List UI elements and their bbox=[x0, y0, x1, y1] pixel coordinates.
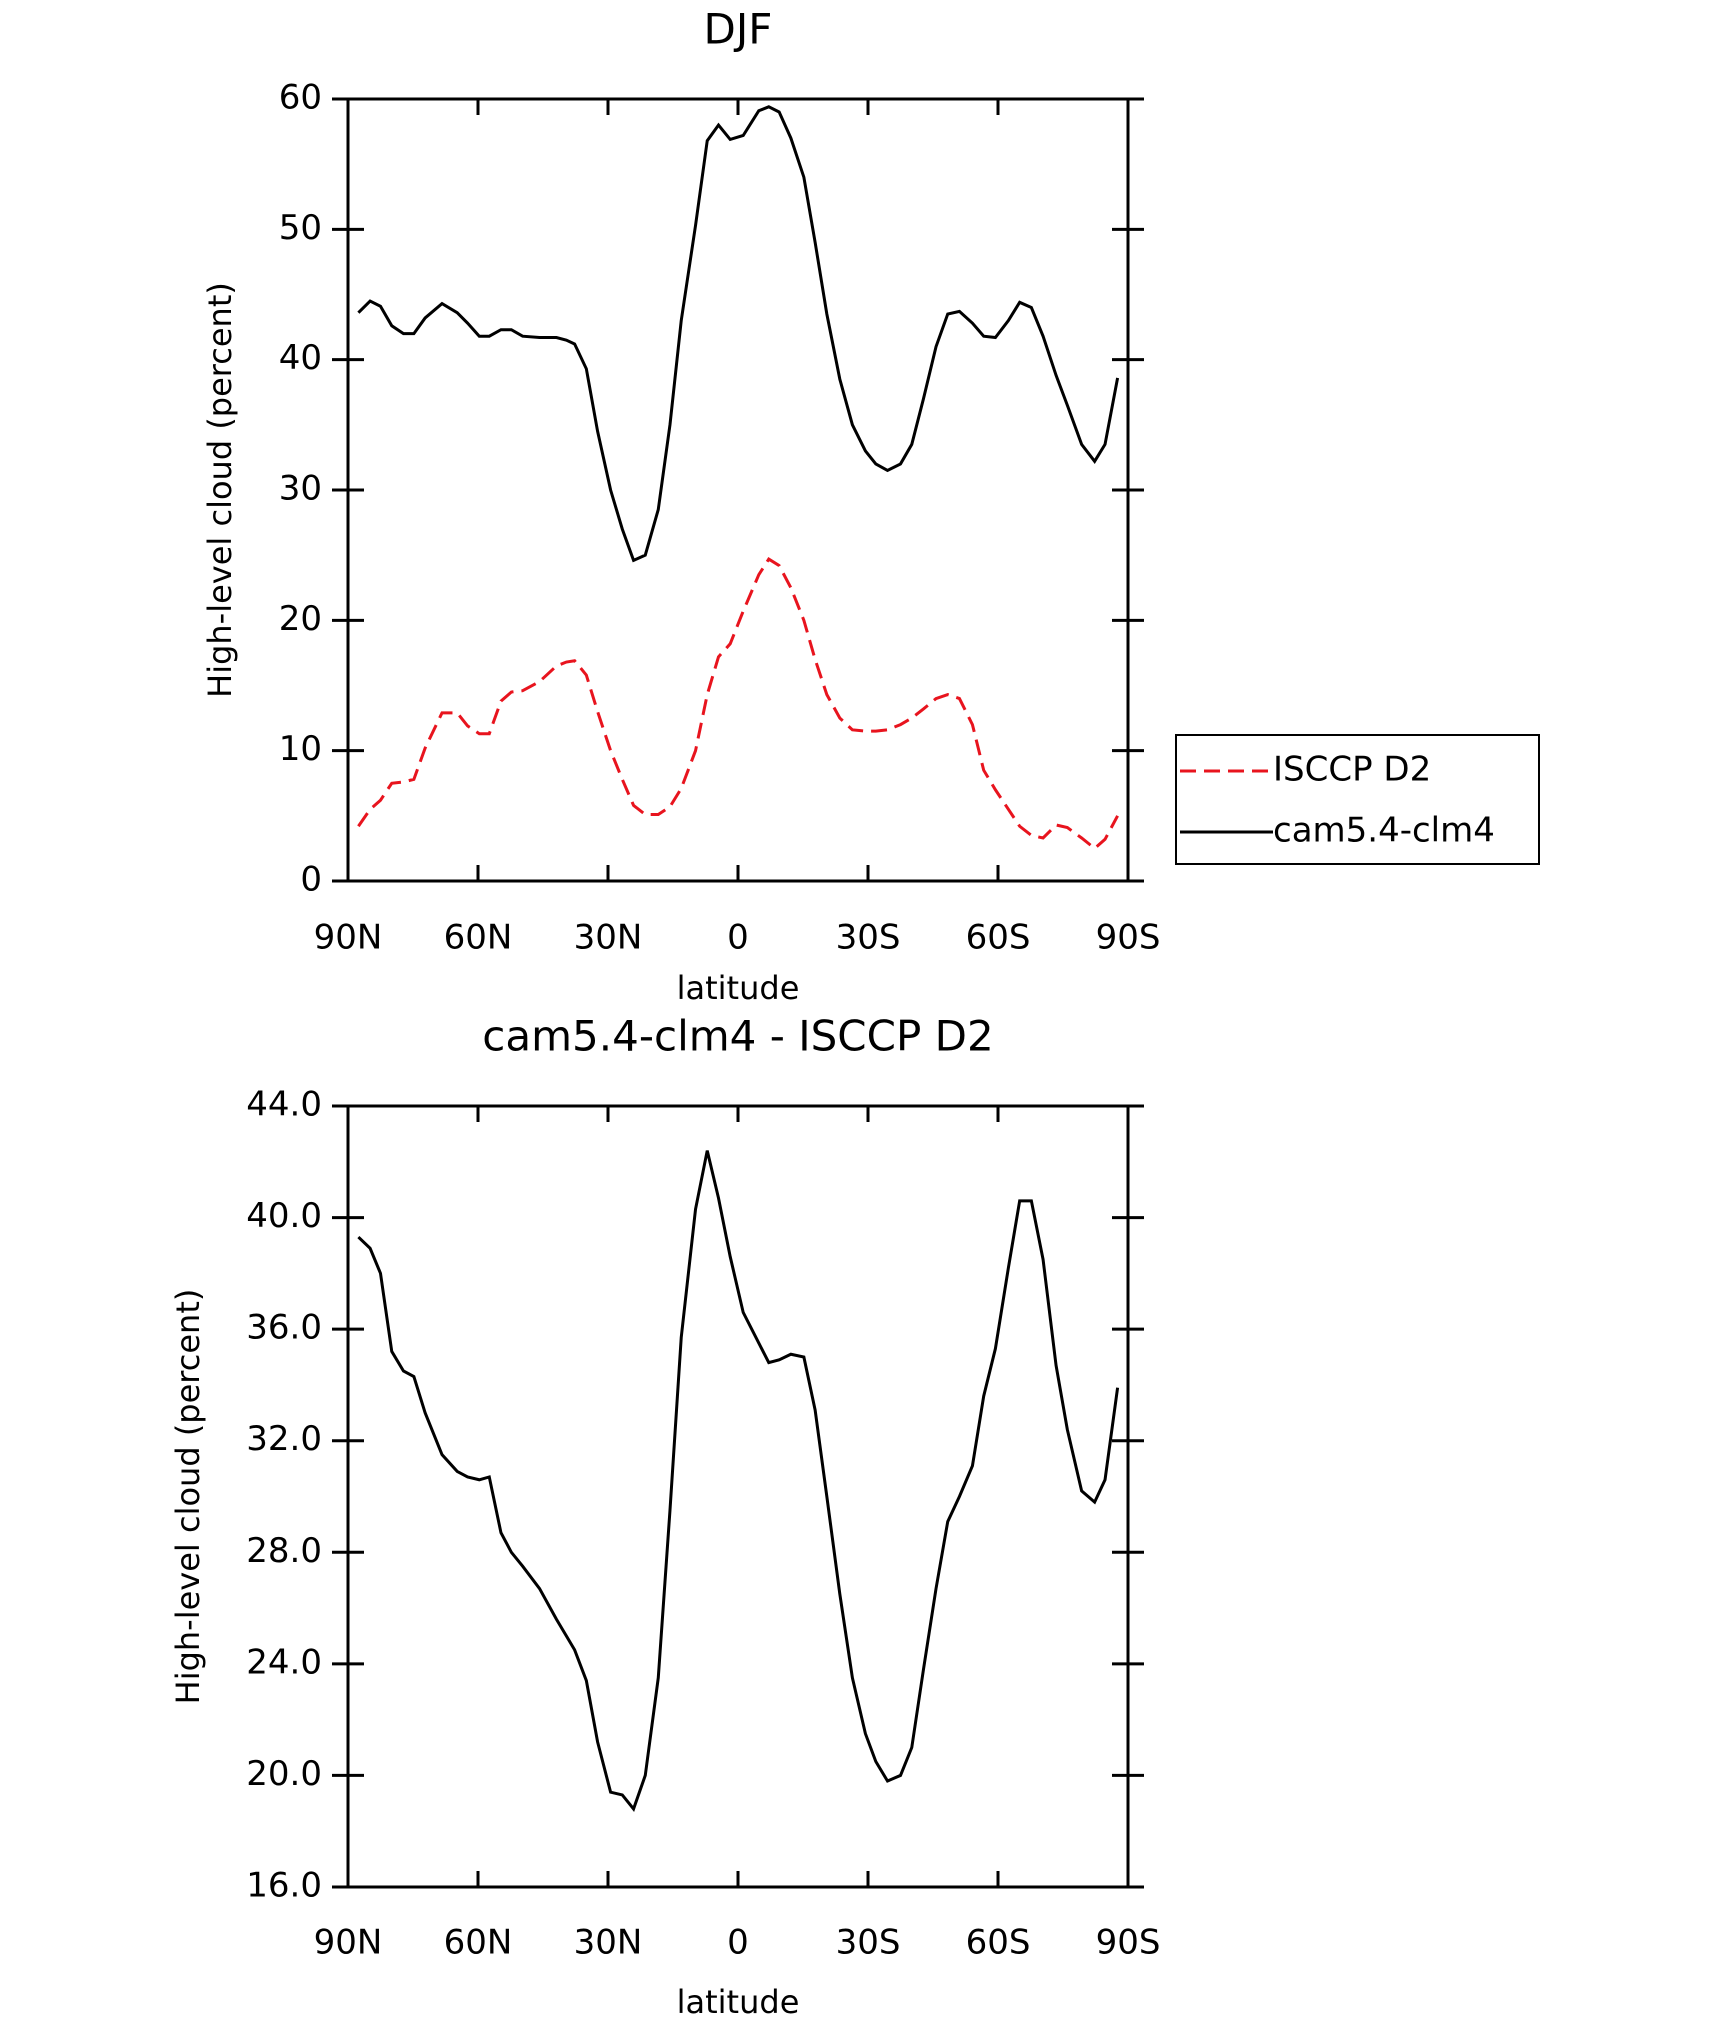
legend-frame bbox=[1175, 734, 1540, 865]
y-axis-label: High-level cloud (percent) bbox=[169, 1289, 207, 1705]
x-tick-label: 30S bbox=[836, 918, 901, 958]
x-tick-label: 90S bbox=[1096, 1923, 1161, 1963]
x-tick-label: 60N bbox=[444, 1923, 513, 1963]
y-tick-label: 20 bbox=[279, 599, 322, 639]
x-tick-label: 90S bbox=[1096, 918, 1161, 958]
data-line bbox=[357, 557, 1119, 851]
y-tick-label: 60 bbox=[279, 78, 322, 118]
data-line bbox=[357, 1150, 1120, 1812]
y-tick-label: 20.0 bbox=[246, 1754, 322, 1794]
x-tick-label: 0 bbox=[727, 1923, 749, 1963]
y-tick-label: 0 bbox=[300, 860, 322, 900]
x-tick-label: 30N bbox=[574, 1923, 643, 1963]
x-tick-label: 60N bbox=[444, 918, 513, 958]
y-tick-label: 16.0 bbox=[246, 1866, 322, 1906]
chart-title: DJF bbox=[704, 5, 773, 54]
x-tick-label: 90N bbox=[314, 918, 383, 958]
y-tick-label: 24.0 bbox=[246, 1642, 322, 1682]
plot-frame bbox=[346, 97, 1130, 883]
y-tick-label: 40 bbox=[279, 338, 322, 378]
y-axis-label: High-level cloud (percent) bbox=[201, 282, 239, 698]
x-tick-label: 60S bbox=[966, 1923, 1031, 1963]
x-axis-label: latitude bbox=[677, 1983, 800, 2021]
x-tick-label: 90N bbox=[314, 1923, 383, 1963]
y-tick-label: 40.0 bbox=[246, 1196, 322, 1236]
x-tick-label: 60S bbox=[966, 918, 1031, 958]
x-axis-label: latitude bbox=[677, 969, 800, 1007]
x-tick-label: 30S bbox=[836, 1923, 901, 1963]
data-line bbox=[357, 105, 1120, 563]
x-tick-label: 0 bbox=[727, 918, 749, 958]
legend-label: ISCCP D2 bbox=[1273, 750, 1431, 790]
x-tick-label: 30N bbox=[574, 918, 643, 958]
legend-label: cam5.4-clm4 bbox=[1273, 811, 1495, 851]
y-tick-label: 10 bbox=[279, 729, 322, 769]
plot-frame bbox=[346, 1104, 1130, 1889]
y-tick-label: 32.0 bbox=[246, 1419, 322, 1459]
y-tick-label: 50 bbox=[279, 208, 322, 248]
y-tick-label: 36.0 bbox=[246, 1308, 322, 1348]
chart-title: cam5.4-clm4 - ISCCP D2 bbox=[482, 1012, 993, 1061]
y-tick-label: 30 bbox=[279, 469, 322, 509]
y-tick-label: 44.0 bbox=[246, 1085, 322, 1125]
y-tick-label: 28.0 bbox=[246, 1531, 322, 1571]
